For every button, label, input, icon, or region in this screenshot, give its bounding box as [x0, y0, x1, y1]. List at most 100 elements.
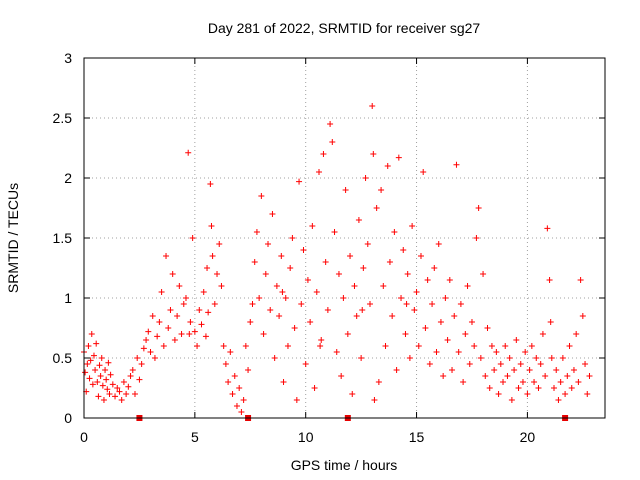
data-point — [97, 373, 104, 379]
data-point — [355, 217, 362, 223]
data-point — [265, 241, 272, 247]
data-point — [477, 355, 484, 361]
data-point — [322, 259, 329, 265]
data-point — [238, 409, 245, 415]
data-point — [329, 139, 336, 145]
data-point — [566, 343, 573, 349]
data-point — [524, 391, 531, 397]
data-point — [449, 367, 456, 373]
data-point — [278, 253, 285, 259]
data-point — [225, 379, 232, 385]
data-points — [81, 103, 593, 415]
data-point — [262, 271, 269, 277]
data-point — [147, 349, 154, 355]
data-point — [382, 343, 389, 349]
data-point — [366, 301, 373, 307]
data-point — [311, 385, 318, 391]
data-point — [528, 343, 535, 349]
data-point — [260, 331, 267, 337]
data-point — [508, 397, 515, 403]
data-point — [202, 333, 209, 340]
data-point — [502, 343, 509, 349]
data-point — [335, 271, 342, 277]
data-point — [531, 379, 538, 385]
data-point — [488, 343, 495, 349]
data-point — [143, 337, 150, 343]
data-point — [515, 385, 522, 391]
data-point — [391, 229, 398, 235]
data-point — [116, 388, 123, 395]
data-point — [289, 235, 296, 241]
data-point — [344, 331, 351, 337]
data-point — [123, 391, 130, 397]
data-point — [360, 265, 367, 271]
data-point — [579, 313, 586, 319]
data-point — [327, 121, 334, 127]
data-point — [484, 325, 491, 331]
y-tick-label: 1 — [64, 290, 72, 306]
data-point — [324, 307, 331, 313]
data-point — [258, 193, 265, 199]
data-point — [90, 352, 97, 359]
grid-layer — [84, 58, 605, 418]
data-point — [342, 187, 349, 193]
data-point — [359, 307, 366, 313]
data-point — [577, 277, 584, 283]
data-point — [451, 313, 458, 319]
data-point — [482, 373, 489, 379]
data-point — [553, 367, 560, 373]
data-point — [486, 385, 493, 391]
data-point — [570, 367, 577, 373]
y-tick-label: 0 — [64, 410, 72, 426]
data-point — [364, 241, 371, 247]
data-point — [548, 355, 555, 361]
data-point — [464, 283, 471, 289]
x-axis-label: GPS time / hours — [291, 457, 398, 473]
data-point — [582, 361, 589, 367]
data-point — [220, 343, 227, 349]
data-point — [526, 367, 533, 373]
data-point — [105, 359, 112, 366]
data-point — [371, 397, 378, 403]
data-point — [317, 343, 324, 349]
data-point — [158, 289, 165, 295]
data-point — [400, 247, 407, 253]
data-point — [99, 382, 106, 389]
data-point — [163, 253, 170, 259]
data-point — [171, 337, 178, 343]
data-point — [378, 187, 385, 193]
data-point — [191, 328, 198, 335]
data-point — [446, 277, 453, 283]
data-point — [88, 331, 95, 337]
data-point — [309, 223, 316, 229]
data-point — [546, 277, 553, 283]
data-point — [395, 154, 402, 161]
data-point — [444, 337, 451, 343]
data-point — [575, 379, 582, 385]
data-point — [271, 355, 278, 361]
data-point — [182, 295, 189, 301]
data-point — [584, 391, 591, 397]
x-tick-label: 15 — [409, 429, 425, 445]
data-point — [370, 151, 377, 157]
data-point — [333, 349, 340, 355]
data-point — [129, 367, 136, 373]
data-point — [320, 151, 327, 157]
data-point — [207, 181, 214, 187]
data-point — [316, 169, 323, 175]
data-point — [276, 313, 283, 319]
data-point — [513, 337, 520, 343]
data-point — [373, 205, 380, 211]
x-tick-label: 10 — [298, 429, 314, 445]
data-point — [433, 349, 440, 355]
y-tick-label: 0.5 — [53, 350, 73, 366]
data-point — [85, 343, 92, 349]
data-point — [519, 379, 526, 385]
data-point — [351, 283, 358, 289]
y-axis-label: SRMTID / TECUs — [5, 183, 21, 293]
data-point — [291, 325, 298, 331]
data-point — [471, 343, 478, 349]
data-point — [104, 386, 111, 393]
data-point — [194, 343, 201, 349]
data-point — [298, 301, 305, 307]
